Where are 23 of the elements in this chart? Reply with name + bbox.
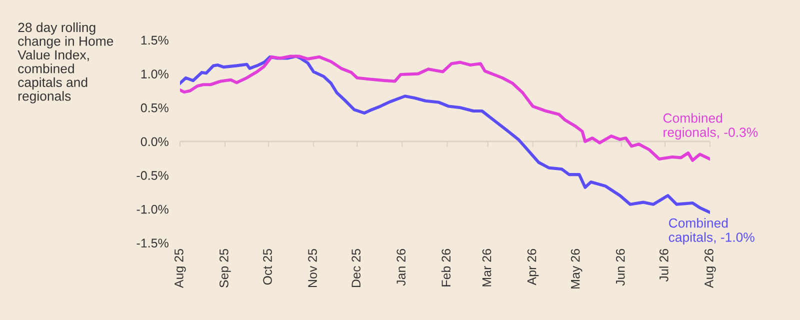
y-tick-label: 0.5% [140, 103, 168, 112]
y-tick-label: 1.0% [141, 70, 168, 78]
series-label: Combined capitals, -1.0% [668, 218, 754, 245]
x-tick-label: Jul 26 [659, 248, 668, 282]
y-tick-label: 0.0% [140, 137, 168, 146]
x-tick-label: Oct 25 [263, 248, 272, 285]
x-tick-label: Aug 25 [174, 248, 186, 288]
y-tick-label: -1.5% [136, 238, 168, 248]
x-tick-label: Nov 25 [308, 248, 317, 288]
y-tick-label: -1.0% [136, 204, 168, 214]
x-tick-label: Sep 25 [220, 248, 231, 288]
y-tick-label: 1.5% [141, 36, 168, 45]
series-label: Combined regionals, -0.3% [663, 113, 758, 140]
x-tick-label: May 26 [570, 248, 582, 288]
x-tick-label: Dec 25 [352, 248, 361, 288]
y-axis-title: 28 day rolling change in Home Value Index, combined capitals and regionals [18, 22, 114, 104]
y-tick-label: -0.5% [136, 171, 168, 180]
x-tick-label: Mar 26 [482, 248, 492, 286]
x-tick-label: Jun 26 [616, 248, 625, 286]
x-tick-label: Aug 26 [704, 248, 716, 288]
x-tick-label: Apr 26 [527, 248, 539, 286]
x-tick-label: Jan 26 [396, 248, 406, 286]
x-tick-label: Feb 26 [441, 248, 451, 286]
